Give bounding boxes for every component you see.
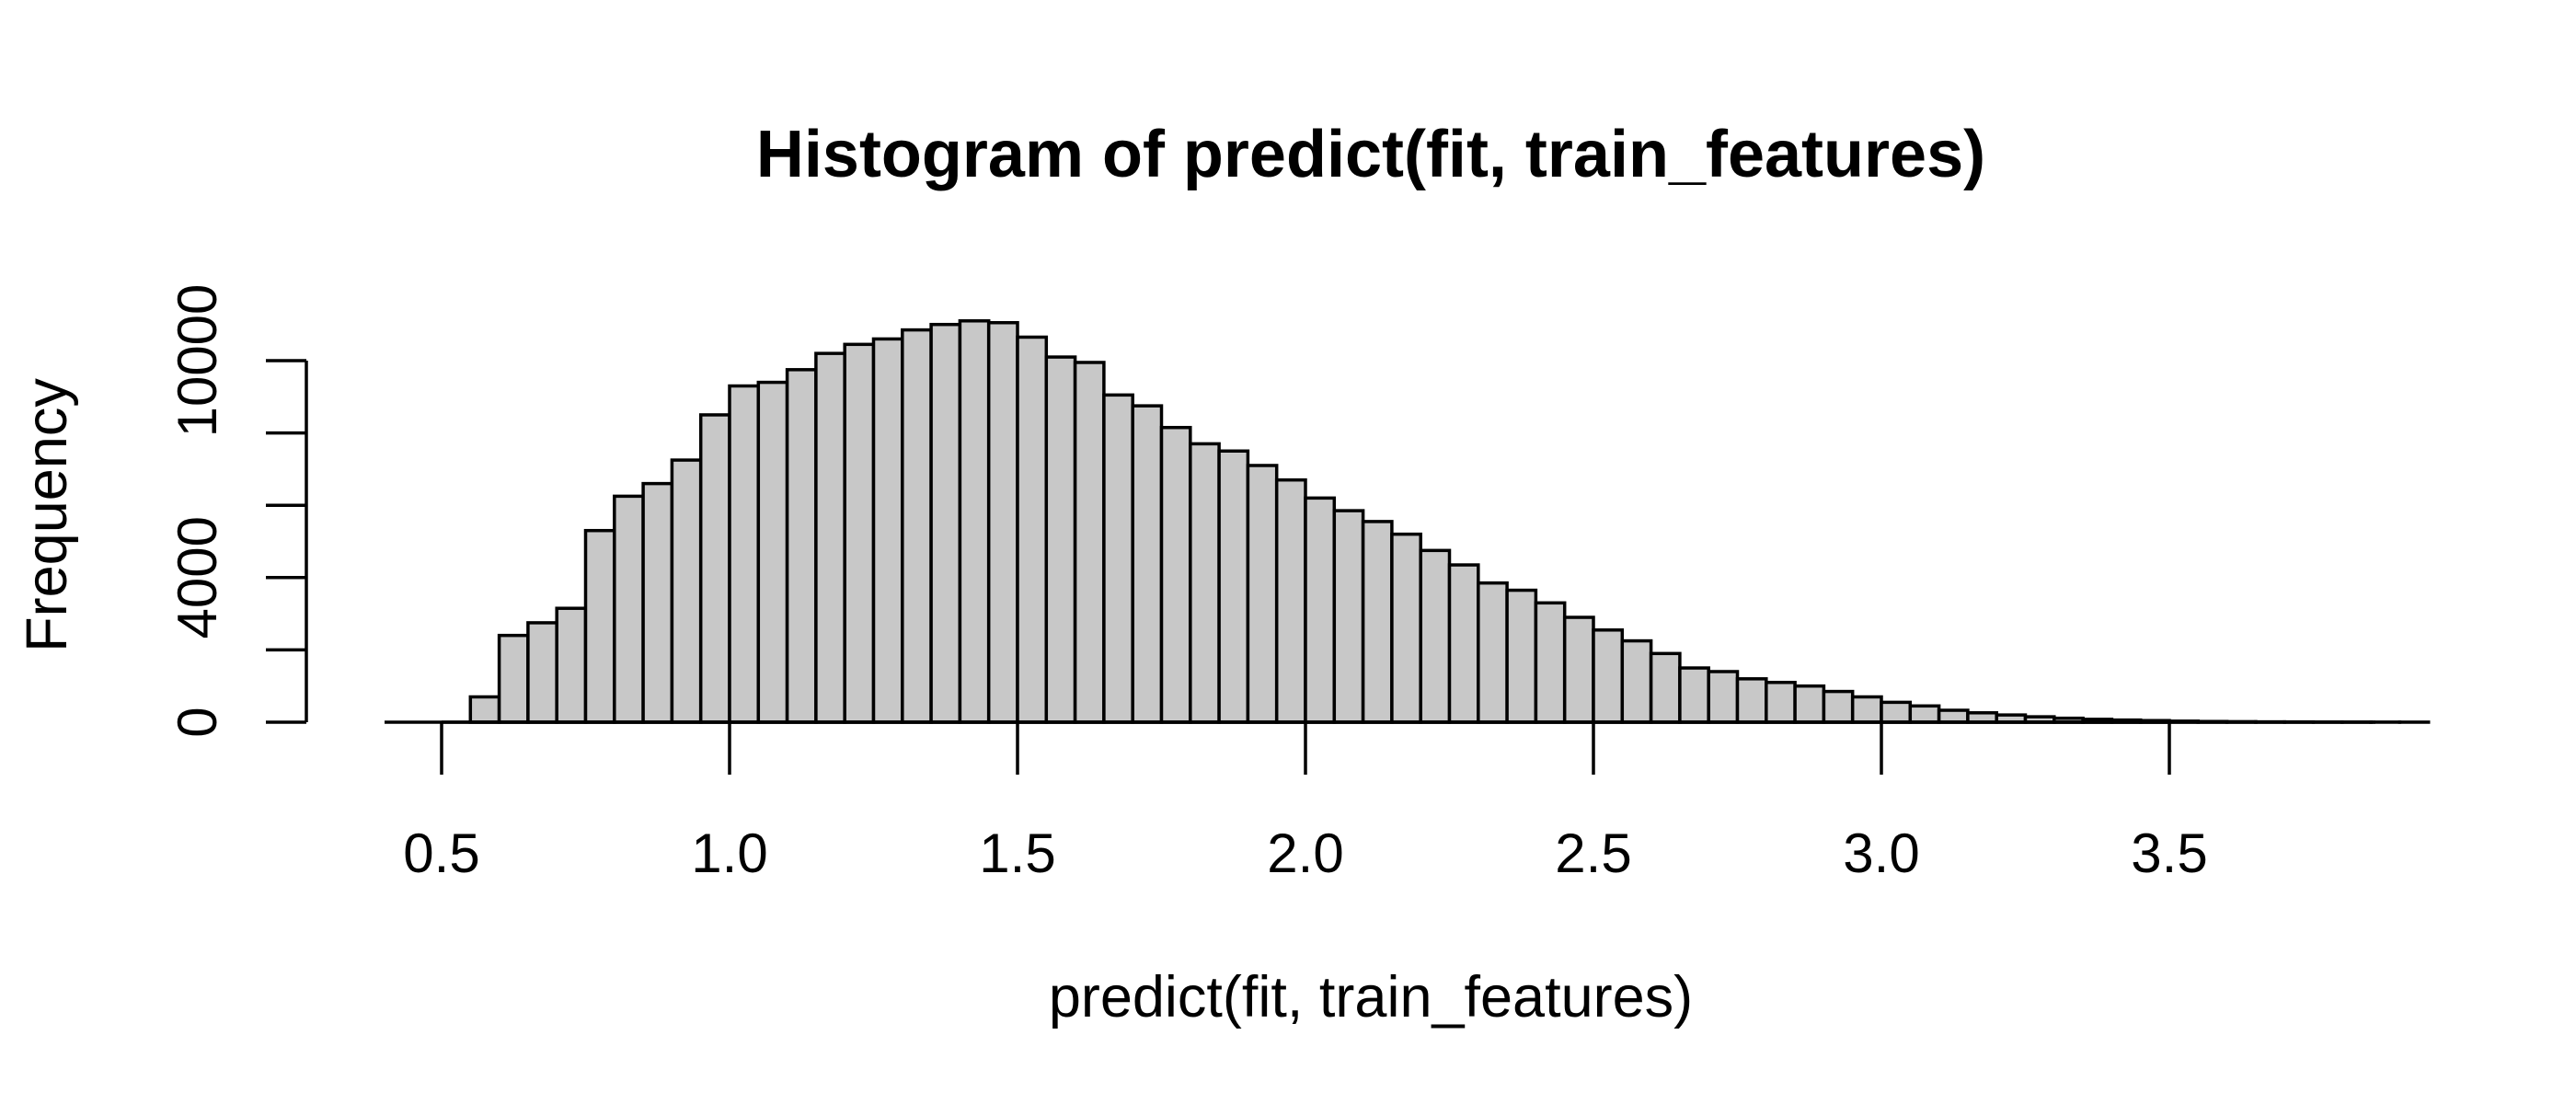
- chart-title: Histogram of predict(fit, train_features…: [756, 118, 1985, 191]
- histogram-bar: [468, 695, 501, 724]
- x-axis: 0.5 1.0 1.5 2.0 2.5 3.0 3.5: [403, 720, 2208, 884]
- histogram-bar: [986, 320, 1019, 724]
- x-tick-label: 1.0: [691, 822, 767, 884]
- histogram-bar: [526, 621, 558, 724]
- histogram-bars: [385, 319, 2431, 724]
- histogram-bar: [728, 384, 761, 724]
- histogram-bar: [1765, 681, 1797, 724]
- x-tick-label: 1.5: [979, 822, 1055, 884]
- histogram-bar: [670, 458, 703, 724]
- y-tick-label: 10000: [167, 284, 228, 438]
- histogram-bar: [814, 351, 846, 724]
- x-tick-label: 2.5: [1555, 822, 1631, 884]
- histogram-bar: [1793, 684, 1826, 724]
- histogram-bar: [1505, 588, 1538, 724]
- histogram-bar: [1850, 695, 1883, 724]
- histogram-bar: [1332, 509, 1365, 724]
- histogram-bar: [1274, 477, 1307, 724]
- x-tick-label: 2.0: [1267, 822, 1343, 884]
- histogram-bar: [1735, 677, 1768, 724]
- histogram-bar: [1880, 700, 1913, 724]
- histogram-bar: [641, 481, 674, 724]
- histogram-bar: [1562, 615, 1595, 724]
- histogram-bar: [1678, 666, 1710, 724]
- histogram-bar: [1131, 404, 1164, 724]
- histogram-bar: [1304, 496, 1337, 724]
- histogram-bar: [1649, 651, 1682, 724]
- x-tick-label: 3.5: [2131, 822, 2207, 884]
- histogram-bar: [1477, 581, 1509, 724]
- histogram-bar: [843, 342, 876, 724]
- histogram-bar: [958, 319, 991, 724]
- histogram-bar: [1592, 628, 1625, 724]
- histogram-bar: [929, 322, 962, 724]
- histogram-bar: [871, 337, 904, 724]
- x-tick-label: 3.0: [1843, 822, 1919, 884]
- y-axis-label: Frequency: [15, 378, 79, 652]
- histogram-bar: [1189, 442, 1221, 724]
- histogram-bar: [901, 328, 933, 724]
- histogram-bar: [1073, 361, 1106, 724]
- histogram-bar: [1044, 355, 1077, 724]
- histogram-bar: [1217, 449, 1250, 724]
- histogram-bar: [1707, 670, 1740, 724]
- histogram-bar: [1159, 425, 1192, 724]
- histogram-bar: [1419, 548, 1452, 724]
- histogram-bar: [613, 494, 645, 724]
- x-tick-label: 0.5: [403, 822, 479, 884]
- histogram-bar: [1102, 393, 1134, 724]
- histogram-bar: [785, 368, 818, 724]
- histogram-bar: [1447, 563, 1480, 724]
- histogram-bar: [698, 413, 731, 724]
- histogram-bar: [555, 606, 588, 724]
- histogram-bar: [1016, 335, 1049, 724]
- histogram-bar: [497, 633, 530, 724]
- histogram-bar: [1620, 638, 1653, 724]
- histogram-bar: [1937, 708, 1970, 724]
- histogram-bar: [1361, 520, 1394, 724]
- histogram-bar: [1822, 689, 1855, 724]
- histogram-bar: [1534, 601, 1567, 724]
- y-tick-label: 0: [167, 707, 228, 737]
- histogram-bar: [1390, 532, 1422, 724]
- y-axis: 0 4000 10000: [167, 284, 308, 738]
- histogram-bar: [1246, 464, 1279, 724]
- histogram-bar: [1908, 704, 1941, 724]
- x-axis-label: predict(fit, train_features): [1049, 965, 1693, 1029]
- y-tick-label: 4000: [167, 516, 228, 638]
- histogram-bar: [583, 528, 616, 724]
- histogram-bar: [756, 380, 789, 724]
